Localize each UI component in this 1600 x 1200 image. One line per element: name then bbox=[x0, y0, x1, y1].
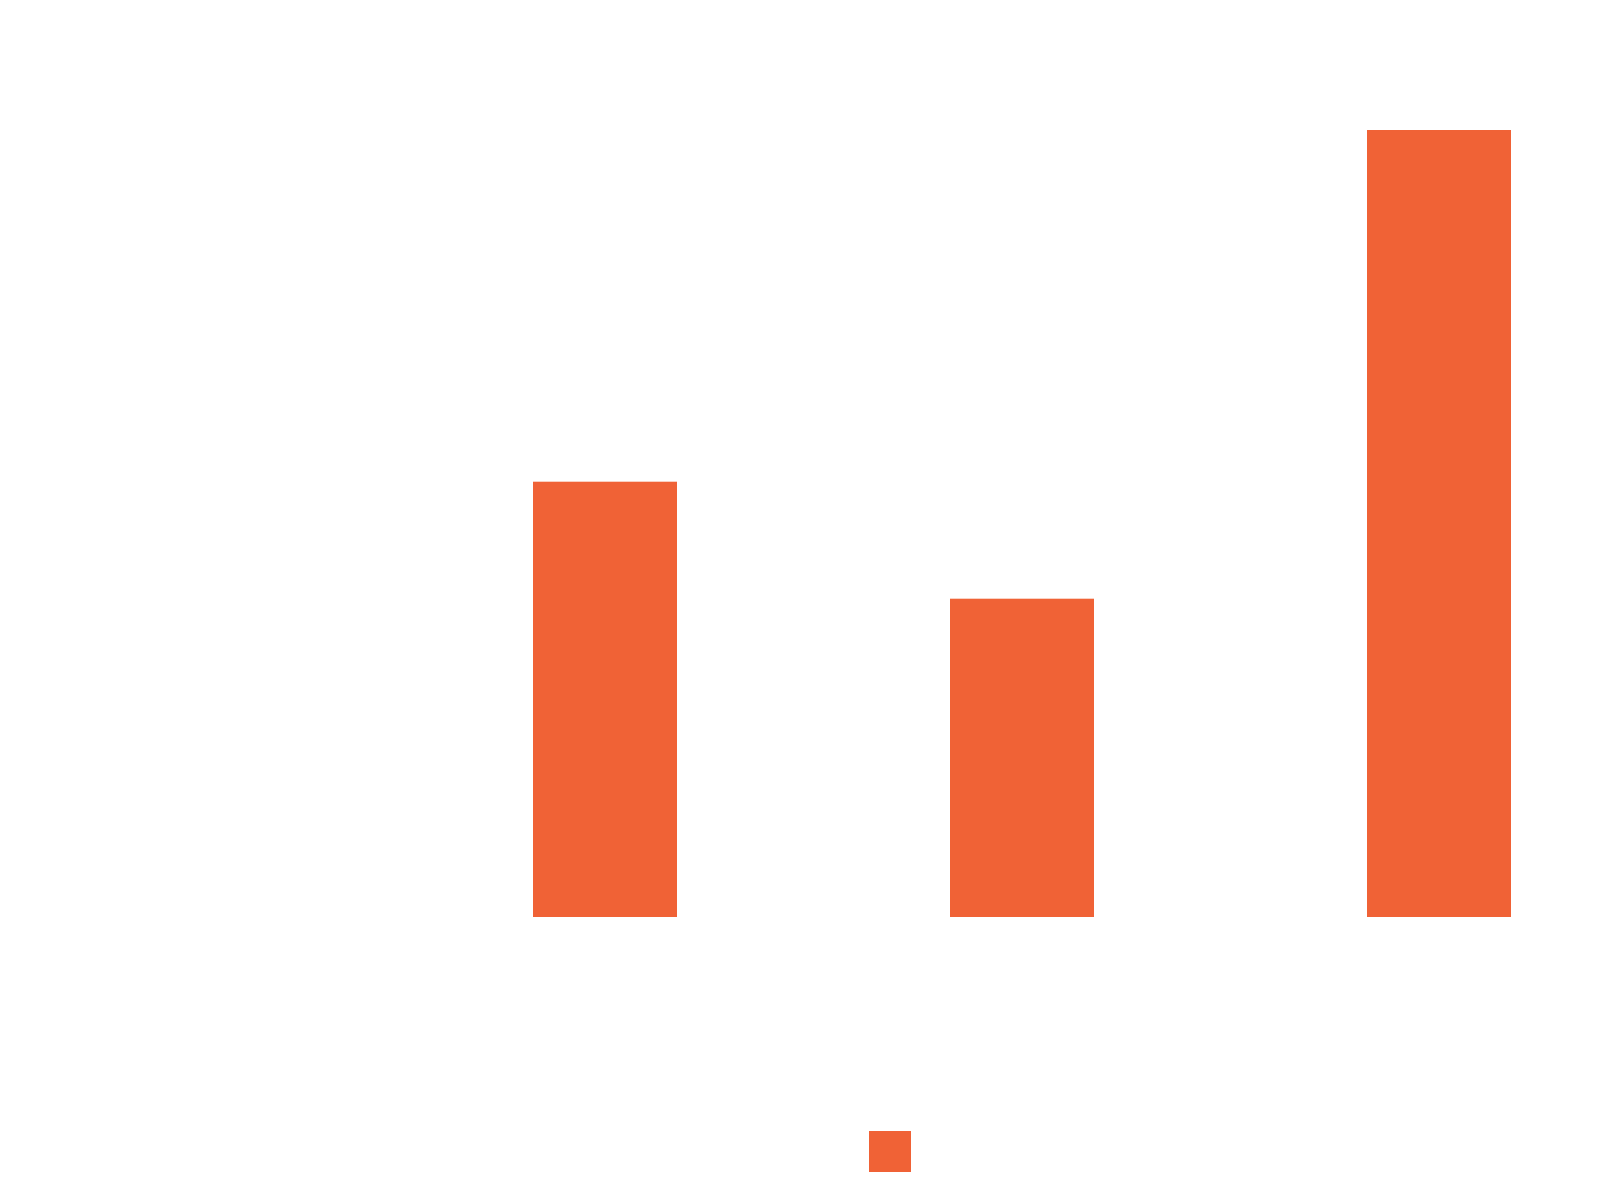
bar-3 bbox=[950, 598, 1094, 917]
bar-2 bbox=[533, 481, 677, 917]
bars-layer bbox=[533, 130, 1511, 917]
legend-swatch bbox=[869, 1131, 911, 1172]
bar-4 bbox=[1367, 130, 1511, 917]
legend bbox=[869, 1131, 911, 1172]
